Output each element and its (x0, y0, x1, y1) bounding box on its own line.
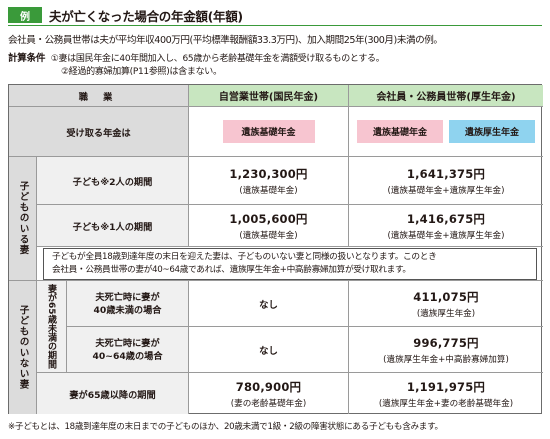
note-line-2: 会社員・公務員世帯の妻が40~64歳であれば、遺族厚生年金+中高齢寡婦加算が受け… (52, 264, 411, 275)
amount: 996,775円 (413, 335, 479, 350)
sub-group-under65: 妻が65歳未満の期間 (37, 281, 67, 373)
group-with-children: 子どものいる妻 (9, 157, 37, 281)
amount: 1,005,600円 (229, 211, 308, 226)
row-receive-label: 受け取る年金は (9, 107, 189, 157)
self-one-child-cell: 1,005,600円 (遺族基礎年金) (189, 205, 349, 247)
company-under40-cell: 411,075円 (遺族厚生年金) (349, 281, 543, 327)
row-label-line: 40~64歳の場合 (92, 350, 163, 362)
self-40-64-cell: なし (189, 327, 349, 373)
amount-note: (遺族厚生年金+妻の老齢基礎年金) (378, 398, 514, 409)
survivor-basic-badge-2: 遺族基礎年金 (357, 120, 443, 143)
section-header: 例 夫が亡くなった場合の年金額(年額) (8, 6, 243, 24)
row-label-line: 夫死亡時に妻が (95, 337, 160, 349)
example-tag: 例 (8, 7, 42, 23)
company-receive-cell: 遺族基礎年金 遺族厚生年金 (349, 107, 543, 157)
amount: 780,900円 (235, 379, 302, 394)
amount-note: (遺族厚生年金) (416, 308, 476, 319)
header-company: 会社員・公務員世帯(厚生年金) (349, 85, 543, 107)
amount-note: (遺族基礎年金+遺族厚生年金) (387, 185, 505, 196)
self-receive-cell: 遺族基礎年金 (189, 107, 349, 157)
row-under40-label: 夫死亡時に妻が 40歳未満の場合 (67, 281, 189, 327)
company-two-children-cell: 1,641,375円 (遺族基礎年金+遺族厚生年金) (349, 157, 543, 205)
self-under40-cell: なし (189, 281, 349, 327)
survivor-basic-badge: 遺族基礎年金 (222, 120, 315, 143)
amount: 1,230,300円 (229, 166, 308, 181)
amount: 1,641,375円 (406, 166, 486, 181)
amount: 1,416,675円 (406, 211, 486, 226)
condition-item-1: ①妻は国民年金に40年間加入し、65歳から老齢基礎年金を満額受け取るものとする。 (50, 54, 385, 64)
conditions-label: 計算条件 (8, 53, 46, 64)
company-over65-cell: 1,191,975円 (遺族厚生年金+妻の老齢基礎年金) (349, 373, 543, 414)
note-box: 子どもが全員18歳到達年度の末日を迎えた妻は、子どものいない妻と同様の扱いとなり… (37, 247, 543, 281)
self-over65-cell: 780,900円 (妻の老齢基礎年金) (189, 373, 349, 414)
amount-note: (遺族基礎年金) (239, 230, 298, 241)
row-label-line: 夫死亡時に妻が (95, 291, 160, 303)
description: 会社員・公務員世帯は夫が平均年収400万円(平均標準報酬額33.3万円)、加入期… (8, 35, 443, 46)
header-occupation: 職 業 (9, 85, 189, 107)
pension-table: 職 業 自営業世帯(国民年金) 会社員・公務員世帯(厚生年金) 受け取る年金は … (8, 84, 543, 414)
self-two-children-cell: 1,230,300円 (遺族基礎年金) (189, 157, 349, 205)
company-one-child-cell: 1,416,675円 (遺族基礎年金+遺族厚生年金) (349, 205, 543, 247)
amount-note: (遺族厚生年金+中高齢寡婦加算) (383, 354, 509, 365)
footnote: ※子どもとは、18歳到達年度の末日までの子どものほか、20歳未満で1級・2級の障… (8, 422, 443, 432)
header-rule (8, 25, 542, 26)
group-without-children: 子どものいない妻 (9, 281, 37, 414)
row-label-line: 40歳未満の場合 (93, 304, 162, 316)
condition-item-2: ②経過的寡婦加算(P11参照)は含まない。 (61, 67, 222, 77)
row-one-child-label: 子ども※1人の期間 (37, 205, 189, 247)
amount-note: (遺族基礎年金+遺族厚生年金) (387, 230, 505, 241)
survivor-employee-badge: 遺族厚生年金 (449, 120, 535, 143)
amount-note: (妻の老齢基礎年金) (230, 398, 307, 409)
amount: 411,075円 (413, 289, 479, 304)
note-line-1: 子どもが全員18歳到達年度の末日を迎えた妻は、子どものいない妻と同様の扱いとなり… (52, 251, 437, 262)
conditions-line1: 計算条件 ①妻は国民年金に40年間加入し、65歳から老齢基礎年金を満額受け取るも… (8, 50, 385, 64)
company-40-64-cell: 996,775円 (遺族厚生年金+中高齢寡婦加算) (349, 327, 543, 373)
row-40-64-label: 夫死亡時に妻が 40~64歳の場合 (67, 327, 189, 373)
row-over65-label: 妻が65歳以降の期間 (37, 373, 189, 414)
section-title: 夫が亡くなった場合の年金額(年額) (49, 8, 243, 24)
note-frame: 子どもが全員18歳到達年度の末日を迎えた妻は、子どものいない妻と同様の扱いとなり… (43, 247, 537, 280)
row-two-children-label: 子ども※2人の期間 (37, 157, 189, 205)
amount-note: (遺族基礎年金) (239, 185, 298, 196)
header-self-employed: 自営業世帯(国民年金) (189, 85, 349, 107)
amount: 1,191,975円 (406, 379, 486, 394)
